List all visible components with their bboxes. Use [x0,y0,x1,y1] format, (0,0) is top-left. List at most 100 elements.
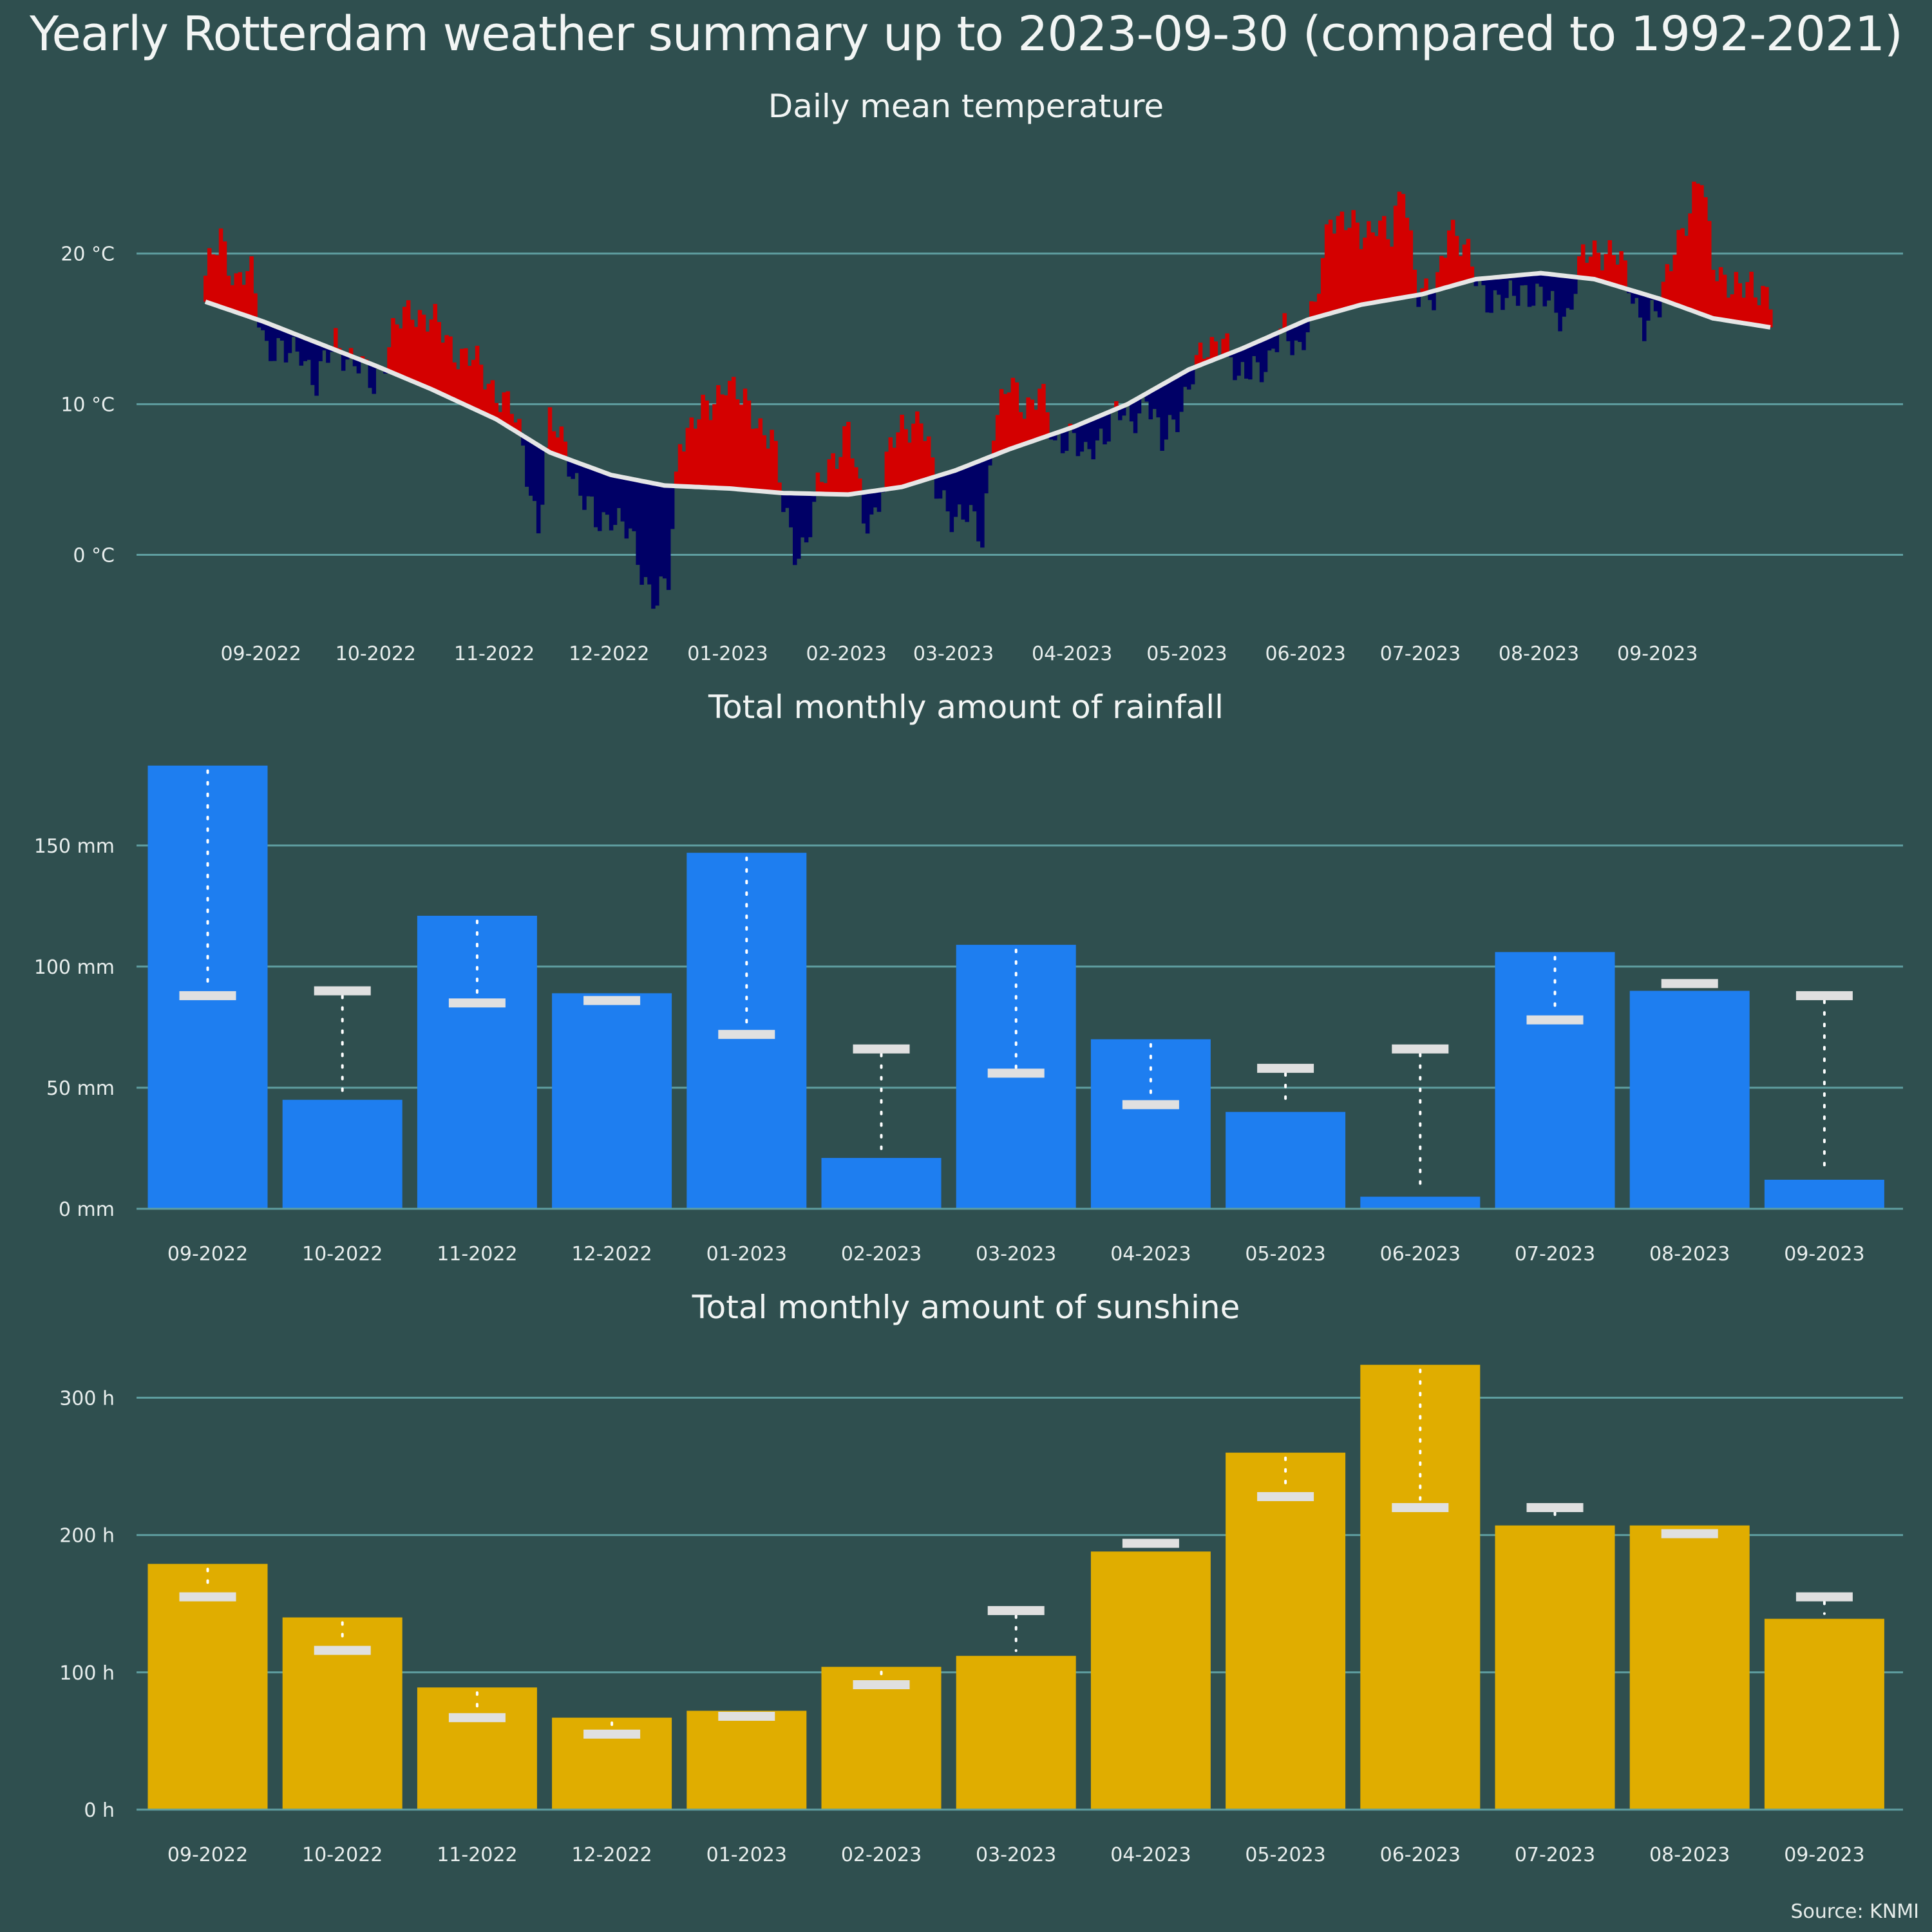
temp-day-bar [1473,279,1479,287]
temp-day-bar [1642,294,1647,341]
temp-day-bar [1099,415,1103,429]
temp-day-bar [226,276,231,310]
sun-normal-marker [987,1605,1045,1615]
temp-day-bar [938,475,943,499]
temp-day-bar [750,428,755,491]
temp-day-bar [1030,399,1034,442]
temp-day-bar [517,419,522,434]
temp-day-bar [1501,276,1505,310]
temp-day-bar [865,491,870,534]
temp-day-bar [670,486,675,529]
temp-day-bar [406,300,411,380]
temp-x-tick-label: 01-2023 [687,643,768,665]
temp-day-bar [440,342,445,395]
temp-x-tick-label: 02-2023 [806,643,886,665]
temp-day-bar [597,470,602,531]
temp-day-bar [1669,271,1674,303]
temp-day-bar [1133,399,1138,433]
temp-day-bar [464,348,468,405]
sun-x-tick-label: 11-2022 [437,1844,517,1866]
rain-bar [552,993,672,1209]
temp-day-bar [402,307,407,378]
temp-y-tick-label: 0 °C [73,544,115,567]
temp-day-bar [823,483,828,495]
temp-day-bar [513,422,518,431]
temp-day-bar [972,462,977,512]
temp-day-bar [1121,406,1126,416]
temp-day-bar [1049,435,1054,440]
temp-day-bar [1298,323,1302,342]
temp-day-bar [861,492,866,524]
temp-day-bar [746,400,752,491]
temp-day-bar [1267,336,1272,351]
temp-day-bar [1378,220,1383,302]
sun-normal-marker [718,1712,775,1721]
temp-x-tick-label: 09-2023 [1617,643,1698,665]
rain-x-tick-label: 12-2022 [571,1243,652,1265]
rain-normal-marker [314,986,371,996]
temp-day-bar [1696,184,1700,313]
temp-day-bar [1558,275,1562,332]
temp-day-bar [896,432,900,488]
temp-day-bar [1221,339,1226,356]
temp-day-bar [1324,224,1329,315]
temp-day-bar [636,480,640,565]
temp-day-bar [1600,270,1605,282]
temp-day-bar [437,322,441,393]
temp-day-bar [1213,341,1218,359]
rain-x-tick-label: 03-2023 [976,1243,1056,1265]
sun-normal-marker [1392,1502,1449,1512]
temp-day-bar [532,442,537,501]
temp-day-bar [1244,346,1249,379]
temp-day-bar [242,285,246,315]
sun-y-tick-label: 200 h [59,1525,115,1548]
temp-day-bar [456,369,460,402]
temp-day-bar [204,275,208,302]
temp-day-bar [957,469,962,505]
temp-day-bar [904,429,908,486]
temp-day-bar [1026,397,1030,443]
temp-day-bar [559,426,564,457]
sun-y-tick-label: 300 h [59,1387,115,1410]
temp-day-bar [571,460,575,479]
temp-day-bar [1079,423,1084,452]
temp-day-bar [1014,382,1019,447]
temp-day-bar [295,335,300,352]
temp-day-bar [1645,295,1651,321]
temp-day-bar [884,451,889,489]
temp-day-bar [1072,426,1077,433]
temp-day-bar [341,353,346,371]
temp-day-bar [827,459,831,495]
temp-day-bar [1041,384,1046,438]
temp-day-bar [547,407,553,453]
main-title: Yearly Rotterdam weather summary up to 2… [30,6,1903,62]
rain-bar [1629,990,1750,1209]
temp-day-bar [1118,407,1122,421]
temp-day-bar [1450,220,1455,286]
temp-day-bar [1363,237,1367,305]
temp-day-bar [578,463,583,496]
temp-day-bar [1401,194,1406,298]
rainfall-panel: 0 mm 50 mm 100 mm 150 mm Total monthly amoun… [34,688,1903,1265]
temp-day-bar [1710,270,1716,319]
temp-day-bar [701,394,705,488]
temp-day-bar [1412,269,1417,296]
rain-normal-marker [987,1068,1045,1078]
temp-day-bar [563,441,568,459]
temp-day-bar [482,389,488,414]
temp-day-bar [1282,313,1287,330]
temp-day-bar [594,469,598,527]
temp-day-bar [1588,256,1593,279]
temp-day-bar [942,474,947,491]
temp-day-bar [1519,274,1524,286]
temp-day-bar [444,335,449,397]
temp-day-bar [1263,338,1268,372]
temp-x-tick-label: 07-2023 [1380,643,1461,665]
temp-day-bar [693,428,698,488]
sun-normal-marker [583,1729,641,1739]
temp-day-bar [567,459,571,477]
temp-day-bar [708,420,713,488]
rain-x-tick-label: 09-2022 [167,1243,248,1265]
temp-day-bar [1320,258,1325,316]
temp-day-bar [536,445,541,534]
